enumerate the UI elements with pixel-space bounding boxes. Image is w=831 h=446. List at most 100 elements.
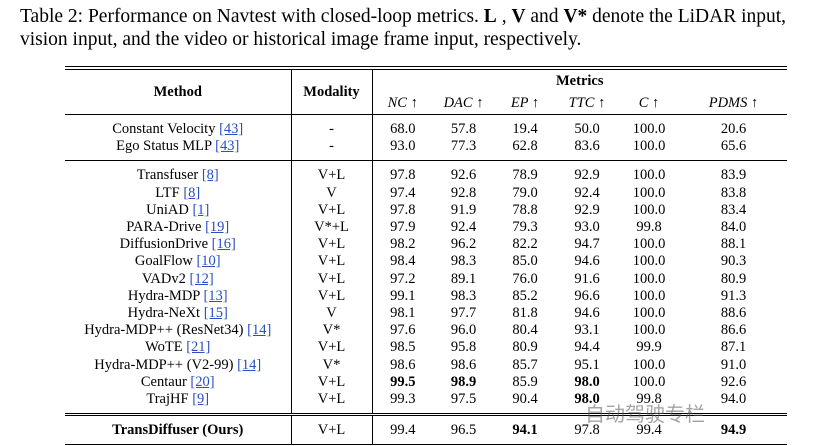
method-cell: DiffusionDrive [16]	[65, 236, 292, 254]
citation-link[interactable]: [13]	[203, 287, 228, 304]
metric-header-row: NC ↑ DAC ↑ EP ↑ TTC ↑ C ↑ PDMS ↑	[65, 92, 787, 115]
metric-value: 94.6	[574, 253, 600, 270]
table-row: VADv2 [12] V+L 97.2 89.1 76.0 91.6 100.0 80.9	[65, 270, 787, 288]
method-name: TransDiffuser (Ours)	[112, 422, 244, 439]
citation-link[interactable]: [14]	[237, 356, 262, 373]
metric-value: 91.0	[720, 356, 747, 373]
metric-value: 100.0	[632, 322, 666, 339]
metric-value: 91.3	[720, 287, 747, 304]
metric-value: 62.8	[494, 138, 556, 162]
metric-value: 83.8	[720, 184, 747, 201]
modality-cell: V*	[291, 322, 373, 340]
metric-value: 98.6	[450, 356, 477, 373]
citation-link[interactable]: [43]	[215, 138, 240, 155]
metric-value: 96.6	[574, 287, 600, 304]
metric-header: C ↑	[618, 92, 680, 115]
table-row: UniAD [1] V+L 97.8 91.9 78.8 92.9 100.0 83.4	[65, 201, 787, 220]
metric-value: 78.8	[512, 201, 538, 218]
metric-header: PDMS ↑	[680, 92, 787, 115]
method-name: WoTE	[145, 339, 183, 356]
method-cell: LTF [8]	[65, 184, 292, 202]
modality-cell: V+L	[291, 270, 373, 288]
metric-value: 99.4	[390, 422, 416, 439]
metric-header: NC ↑	[372, 92, 433, 115]
method-name: Hydra-NeXt	[127, 305, 201, 322]
citation-link[interactable]: [43]	[219, 121, 244, 137]
citation-link[interactable]: [19]	[205, 219, 230, 236]
citation-link[interactable]: [20]	[190, 373, 215, 390]
metric-value: 100.0	[632, 373, 666, 390]
method-cell: Hydra-MDP++ (ResNet34) [14]	[65, 322, 292, 340]
table-row: TrajHF [9] V+L 99.3 97.5 90.4 98.0 99.8 94.0	[65, 391, 787, 417]
method-cell: UniAD [1]	[65, 201, 292, 220]
citation-link[interactable]: [16]	[211, 236, 236, 253]
citation-link[interactable]: [9]	[192, 391, 210, 408]
method-name: Ego Status MLP	[116, 138, 212, 155]
citation-link[interactable]: [15]	[203, 305, 228, 322]
metric-value: 93.0	[372, 138, 433, 162]
metric-value: 99.5	[390, 373, 416, 390]
metric-value: 99.4	[636, 422, 662, 439]
metric-value: 92.4	[450, 219, 477, 236]
metric-value: 79.0	[512, 184, 538, 201]
metric-value: 89.1	[450, 270, 477, 287]
method-name: Hydra-MDP++ (ResNet34)	[84, 322, 244, 339]
method-name: GoalFlow	[134, 253, 193, 270]
metric-value: 100.0	[632, 121, 666, 137]
metric-value: 83.9	[720, 167, 747, 184]
metric-value: 85.7	[512, 356, 538, 373]
metric-value: 97.9	[390, 219, 416, 236]
header-method: Method	[65, 68, 292, 115]
metric-value: 98.0	[574, 373, 600, 390]
metric-value: 92.6	[720, 373, 747, 390]
metric-value: 85.2	[512, 287, 538, 304]
metric-value: 98.2	[390, 236, 416, 253]
method-cell: Constant Velocity [43]	[65, 114, 292, 139]
modality-cell: V+L	[291, 339, 373, 357]
metric-value: 97.2	[390, 270, 416, 287]
metric-value: 94.1	[512, 422, 538, 439]
citation-link[interactable]: [8]	[201, 167, 219, 184]
metric-value: 98.1	[390, 305, 416, 322]
metric-value: 81.8	[512, 305, 538, 322]
method-cell: Hydra-MDP [13]	[65, 287, 292, 306]
metric-value: 99.9	[636, 339, 662, 356]
citation-link[interactable]: [12]	[189, 270, 214, 287]
caption-symbol: L	[483, 6, 497, 27]
citation-link[interactable]: [21]	[186, 339, 211, 356]
metric-value: 95.1	[574, 356, 600, 373]
table-row: WoTE [21] V+L 98.5 95.8 80.9 94.4 99.9 87.1	[65, 339, 787, 357]
metric-value: 80.9	[512, 339, 538, 356]
metric-value: 100.0	[632, 287, 666, 304]
modality-cell: V+L	[291, 201, 373, 220]
table-row: DiffusionDrive [16] V+L 98.2 96.2 82.2 94.7 10…	[65, 236, 787, 254]
metric-value: 78.9	[512, 167, 538, 184]
metric-value: 94.6	[574, 305, 600, 322]
modality-cell: -	[291, 114, 373, 139]
modality-cell: V+L	[291, 253, 373, 271]
results-table: Method Modality Metrics NC ↑ DAC ↑ EP ↑ TTC…	[65, 66, 787, 446]
citation-link[interactable]: [14]	[247, 322, 272, 339]
modality-cell: V+L	[291, 391, 373, 417]
metric-value: 97.8	[390, 201, 416, 218]
metric-value: 97.6	[390, 322, 416, 339]
metric-value: 98.4	[390, 253, 416, 270]
metric-value: 100.0	[632, 270, 666, 287]
header-modality: Modality	[291, 68, 373, 115]
method-name: VADv2	[141, 270, 186, 287]
metric-value: 92.8	[450, 184, 477, 201]
table-row: TransDiffuser (Ours) V+L 99.4 96.5 94.1 97.8 9…	[65, 414, 787, 445]
modality-cell: V+L	[291, 373, 373, 392]
metric-value: 97.7	[450, 305, 477, 322]
citation-link[interactable]: [1]	[192, 201, 210, 218]
citation-link[interactable]: [10]	[196, 253, 221, 270]
caption-symbol: V*	[563, 6, 588, 27]
metric-value: 94.0	[680, 391, 787, 417]
table-row: Ego Status MLP [43] -93.0 77.3 62.8 83.6 100.…	[65, 138, 787, 162]
modality-cell: V*	[291, 356, 373, 374]
metric-value: 91.6	[574, 270, 600, 287]
table-row: Hydra-MDP++ (ResNet34) [14] V* 97.6 96.0 80.…	[65, 322, 787, 340]
metric-value: 98.3	[450, 287, 477, 304]
modality-cell: V+L	[291, 160, 373, 185]
citation-link[interactable]: [8]	[183, 184, 201, 201]
